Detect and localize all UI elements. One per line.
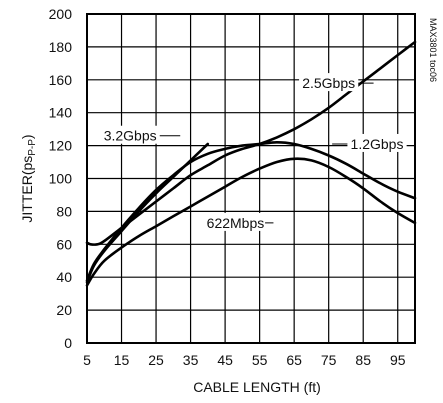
y-axis-title-subscript: P-P: [27, 139, 38, 156]
y-axis-title: JITTER(psP-P): [19, 134, 38, 222]
x-tick-label: 15: [114, 352, 130, 368]
y-tick-label: 140: [49, 105, 73, 121]
y-tick-label: 120: [49, 138, 73, 154]
x-tick-label: 55: [252, 352, 268, 368]
x-tick-label: 45: [217, 352, 233, 368]
y-tick-label: 20: [56, 302, 72, 318]
y-tick-label: 80: [56, 203, 72, 219]
y-tick-label: 40: [56, 269, 72, 285]
x-tick-label: 35: [183, 352, 199, 368]
x-tick-label: 75: [321, 352, 337, 368]
x-tick-label: 65: [286, 352, 302, 368]
y-tick-label: 160: [49, 72, 73, 88]
y-tick-label: 100: [49, 171, 73, 187]
x-tick-label: 95: [390, 352, 406, 368]
x-tick-label: 25: [148, 352, 164, 368]
y-tick-label: 180: [49, 39, 73, 55]
y-tick-label: 60: [56, 236, 72, 252]
y-axis-title-main: JITTER(ps: [19, 156, 35, 223]
y-tick-label: 0: [64, 335, 72, 351]
series-label: 1.2Gbps: [351, 136, 404, 152]
series-label: 3.2Gbps: [104, 128, 157, 144]
part-number-annotation: MAX3801 toc06: [428, 18, 438, 82]
series-label: 622Mbps: [207, 215, 265, 231]
series-label: 2.5Gbps: [302, 75, 355, 91]
y-axis-title-close: ): [19, 134, 35, 139]
y-tick-label: 200: [49, 6, 73, 22]
x-tick-label: 85: [355, 352, 371, 368]
x-axis-title: CABLE LENGTH (ft): [193, 379, 321, 395]
x-tick-label: 5: [83, 352, 91, 368]
